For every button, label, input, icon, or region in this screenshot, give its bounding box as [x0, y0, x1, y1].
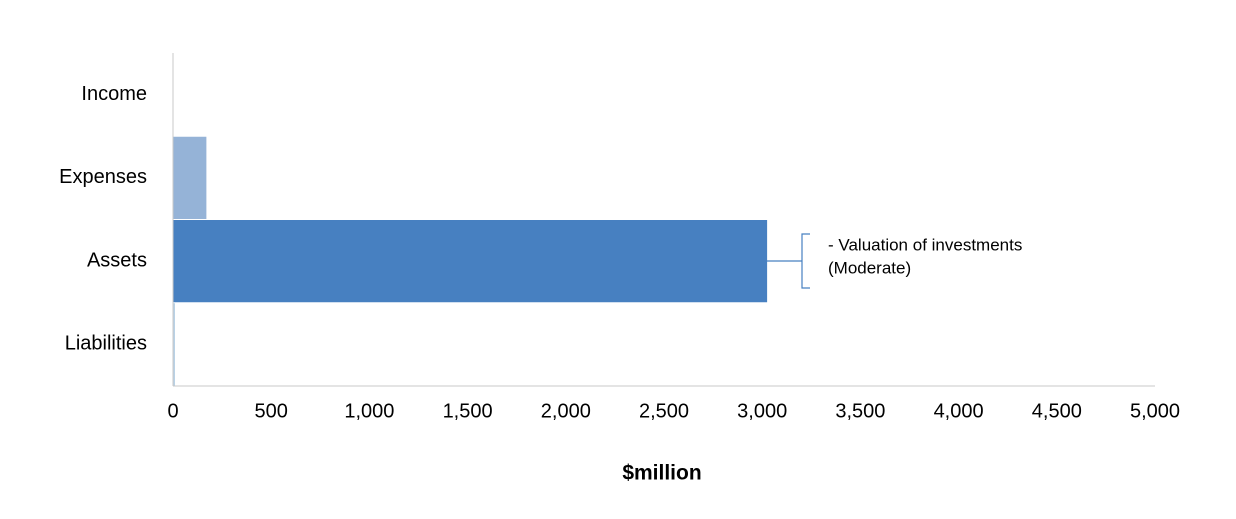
x-tick-label: 1,000: [344, 400, 394, 422]
y-tick-label: Assets: [87, 249, 147, 271]
y-tick-label: Liabilities: [65, 333, 147, 355]
bar: [173, 220, 768, 303]
x-tick-label: 2,500: [639, 400, 689, 422]
annotation: - Valuation of investments: [828, 235, 1022, 254]
x-tick-label: 2,000: [541, 400, 591, 422]
bar: [173, 303, 175, 386]
x-tick-label: 0: [167, 400, 178, 422]
annotation-bracket: [767, 233, 810, 289]
x-tick-label: 500: [255, 400, 288, 422]
y-tick-label: Income: [81, 83, 147, 105]
x-tick-label: 4,000: [934, 400, 984, 422]
bar: [173, 136, 207, 219]
x-tick-label: 4,500: [1032, 400, 1082, 422]
x-tick-label: 3,500: [835, 400, 885, 422]
y-tick-label: Expenses: [59, 166, 147, 188]
x-tick-label: 5,000: [1130, 400, 1180, 422]
x-axis-title: $million: [622, 462, 701, 485]
annotation: (Moderate): [828, 258, 911, 277]
x-tick-label: 3,000: [737, 400, 787, 422]
x-tick-label: 1,500: [443, 400, 493, 422]
